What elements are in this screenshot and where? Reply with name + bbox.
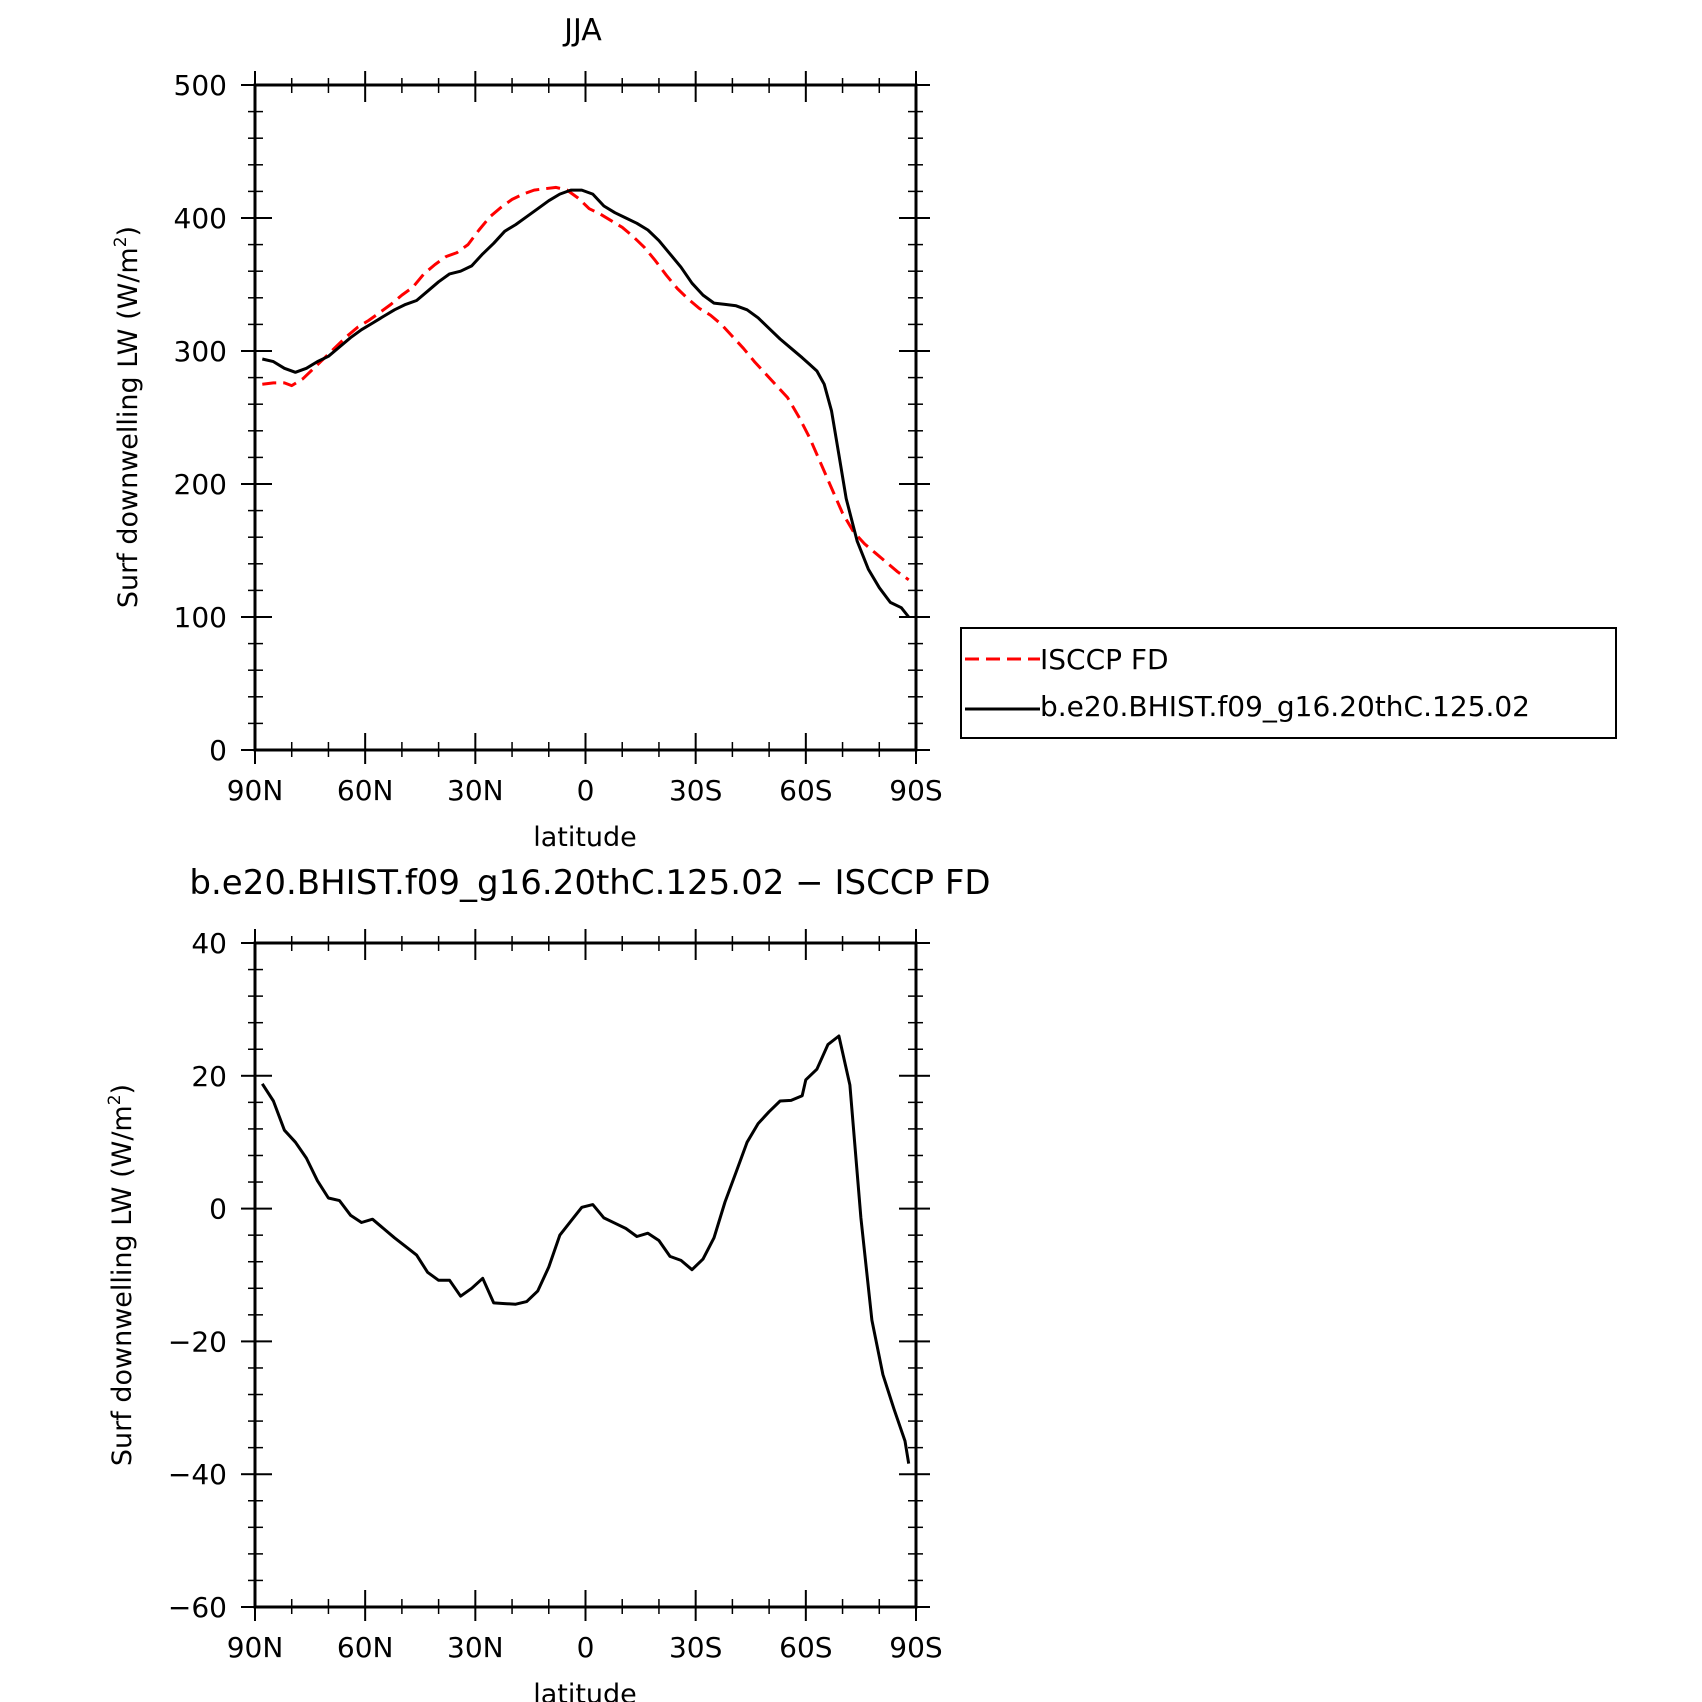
bottom-panel-y-axis-label: Surf downwelling LW (W/m2) [105,1084,138,1466]
top-xtick-label: 90N [227,774,284,807]
top-xtick-label: 60S [779,774,832,807]
top-xtick-label: 90S [889,774,942,807]
bottom-xtick-label: 0 [577,1631,595,1664]
bottom-ytick-label: 40 [191,927,227,960]
bottom-xtick-label: 90N [227,1631,284,1664]
bottom-ytick-label: 0 [209,1193,227,1226]
bottom-panel-x-axis-label: latitude [533,1679,637,1702]
bottom-ytick-label: −40 [168,1458,227,1491]
top-panel-plot-frame [253,83,918,752]
top-ytick-label: 0 [209,734,227,767]
bottom-xtick-label: 60N [337,1631,394,1664]
bottom-panel: b.e20.BHIST.f09_g16.20thC.125.02 − ISCCP… [105,863,991,1702]
top-ytick-label: 100 [174,601,227,634]
bottom-series-line-1 [261,1034,911,1464]
top-series-line-1 [262,185,910,582]
bottom-panel-title: b.e20.BHIST.f09_g16.20thC.125.02 − ISCCP… [189,863,990,903]
bottom-xtick-label: 60S [779,1631,832,1664]
top-panel-ticks: 0 100 200 300 400 500 90N 60N 30N 0 30S 60S 90S [174,69,943,807]
top-panel-y-axis-label: Surf downwelling LW (W/m2) [111,226,144,608]
top-panel-title: JJA [562,13,602,48]
legend-label-model: b.e20.BHIST.f09_g16.20thC.125.02 [1040,690,1530,723]
legend-box [960,627,1617,739]
bottom-xtick-label: 30S [669,1631,722,1664]
bottom-ytick-label: 20 [191,1060,227,1093]
top-ytick-label: 400 [174,202,227,235]
bottom-ytick-label: −60 [168,1591,227,1624]
top-xtick-label: 0 [577,774,595,807]
top-xtick-label: 30N [447,774,504,807]
legend-label-isccp-fd: ISCCP FD [1040,643,1169,676]
top-ytick-label: 300 [174,335,227,368]
bottom-panel-plot-frame [253,941,918,1609]
top-ytick-label: 200 [174,468,227,501]
top-panel-series [261,185,910,618]
top-panel-x-axis-label: latitude [533,822,637,853]
top-series-line-2 [261,188,910,618]
bottom-xtick-label: 30N [447,1631,504,1664]
bottom-panel-ticks: −60 −40 −20 0 20 40 90N 60N 30N 0 30S 60S 90S [168,927,943,1664]
top-ytick-label: 500 [174,69,227,102]
legend: ISCCP FD b.e20.BHIST.f09_g16.20thC.125.0… [960,627,1617,739]
top-xtick-label: 30S [669,774,722,807]
bottom-ytick-label: −20 [168,1325,227,1358]
top-xtick-label: 60N [337,774,394,807]
bottom-xtick-label: 90S [889,1631,942,1664]
bottom-panel-series [261,1034,911,1464]
